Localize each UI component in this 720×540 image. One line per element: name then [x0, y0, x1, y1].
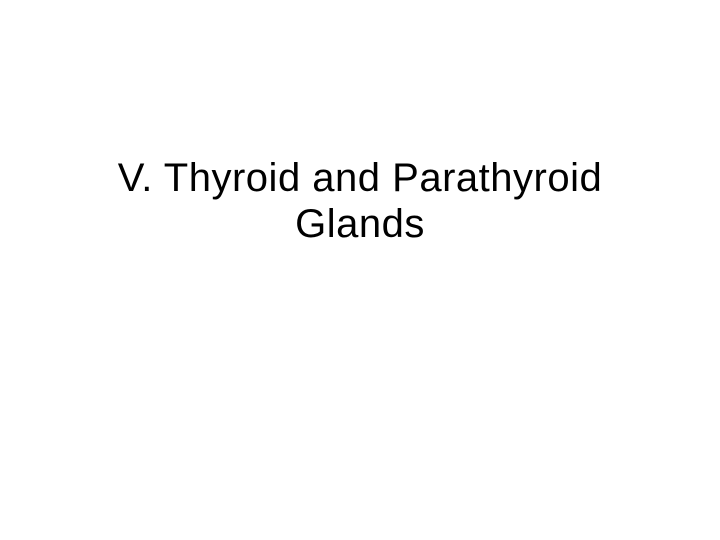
slide-title: V. Thyroid and Parathyroid Glands — [118, 155, 602, 247]
title-line-1: V. Thyroid and Parathyroid — [118, 156, 602, 200]
slide-container: V. Thyroid and Parathyroid Glands — [0, 0, 720, 540]
title-line-2: Glands — [295, 202, 425, 246]
